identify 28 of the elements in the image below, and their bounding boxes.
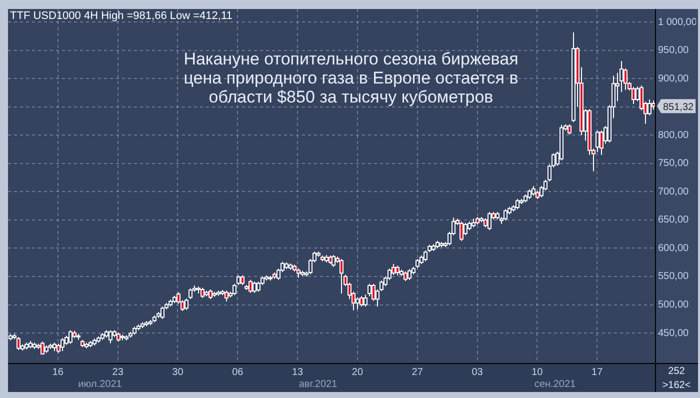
- y-tick-label: 450,00: [658, 328, 690, 339]
- x-tick-label: 23: [112, 366, 124, 378]
- text: 252: [668, 366, 686, 377]
- text: 851,32: [663, 102, 694, 113]
- x-tick-label: 20: [352, 366, 364, 378]
- y-tick-label: 800,00: [658, 130, 690, 141]
- text: Накануне отопительного сезона биржевая цена природного газа в Европе остается в области $850 за тысячу кубометров: [184, 50, 518, 107]
- text: авг.2021: [298, 378, 338, 390]
- y-tick-label: 700,00: [658, 186, 690, 198]
- y-tick-label: 600,00: [658, 242, 690, 254]
- text: сен.2021: [534, 378, 576, 390]
- x-tick-label: 30: [172, 366, 184, 378]
- y-tick-label: 750,00: [658, 158, 690, 170]
- y-tick-label: 550,00: [658, 271, 690, 282]
- x-tick-label: 27: [412, 366, 424, 378]
- x-tick-label: 06: [232, 366, 244, 378]
- x-tick-label: 17: [592, 366, 604, 378]
- text: июл.2021: [78, 378, 122, 390]
- x-tick-label: 10: [532, 366, 544, 378]
- x-tick-label: 16: [52, 366, 64, 378]
- x-tick-label: 03: [472, 366, 484, 378]
- y-tick-label: 500,00: [658, 300, 690, 311]
- y-tick-label: 650,00: [658, 214, 690, 226]
- chart-subtitle: TTF USD1000 4H High =981,66 Low =412,11: [10, 10, 232, 22]
- text: >162<: [662, 380, 691, 391]
- y-tick-label: 950,00: [658, 45, 690, 56]
- y-tick-label: 900,00: [658, 73, 690, 84]
- x-tick-label: 13: [292, 366, 304, 378]
